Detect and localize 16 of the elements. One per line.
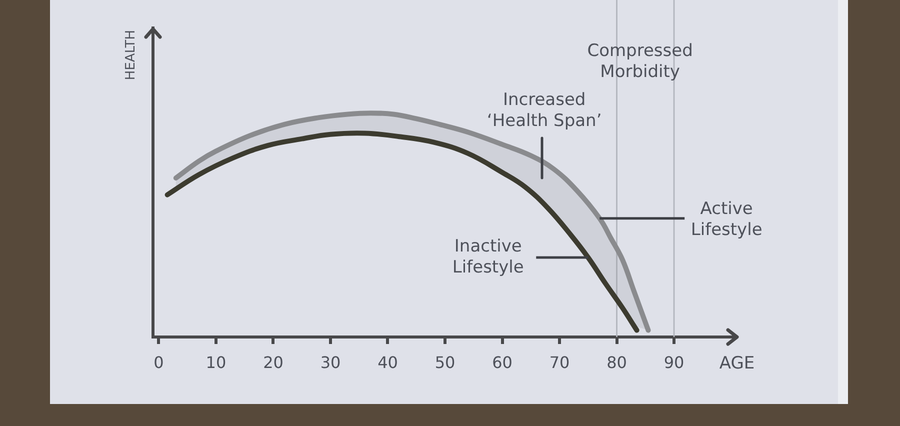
- x-tick-label: 50: [434, 352, 456, 372]
- text: Active Lifestyle: [690, 199, 762, 240]
- text: Compressed Morbidity: [587, 40, 693, 82]
- annotation: Increased ‘Health Span’: [486, 90, 602, 131]
- x-tick-label: 70: [549, 352, 570, 372]
- x-tick-label: 40: [378, 352, 398, 372]
- text: Inactive Lifestyle: [452, 236, 524, 278]
- x-tick-label: 20: [263, 352, 284, 372]
- x-axis-title: AGE: [719, 353, 755, 374]
- x-tick-label: 90: [664, 352, 684, 372]
- x-tick-label: 30: [320, 352, 341, 372]
- x-tick-label: 10: [206, 352, 226, 372]
- x-tick-label: 80: [606, 352, 627, 372]
- x-tick-label: 0: [154, 352, 164, 372]
- y-axis-title: HEALTH: [123, 30, 138, 80]
- x-tick-label: 60: [492, 352, 512, 372]
